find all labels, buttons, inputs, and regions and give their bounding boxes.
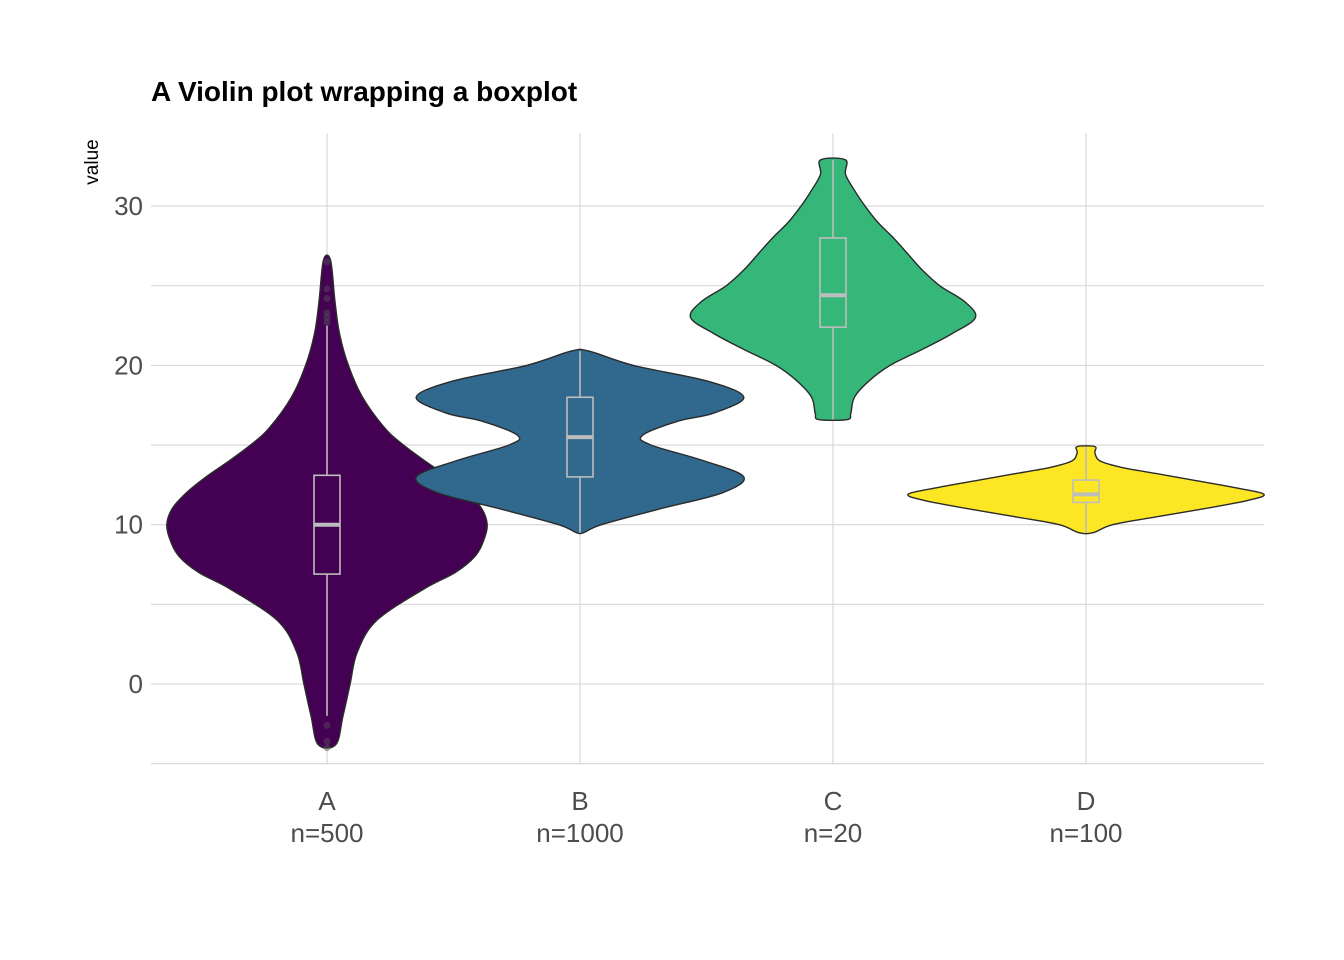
outlier-point bbox=[323, 318, 331, 326]
violin-a bbox=[166, 254, 488, 749]
outlier-point bbox=[323, 294, 331, 302]
chart-title: A Violin plot wrapping a boxplot bbox=[151, 76, 577, 107]
x-tick-labels: An=500 Bn=1000 Cn=20 Dn=100 bbox=[290, 786, 1122, 848]
outlier-point bbox=[323, 744, 331, 752]
y-tick-label: 30 bbox=[114, 191, 143, 221]
y-axis-label: value bbox=[82, 139, 103, 184]
x-tick-label-a: A bbox=[318, 786, 336, 816]
x-count-label-d: n=100 bbox=[1049, 818, 1122, 848]
y-tick-labels: 0 10 20 30 bbox=[114, 191, 143, 699]
x-tick-label-d: D bbox=[1077, 786, 1096, 816]
outlier-point bbox=[323, 721, 331, 729]
y-tick-label: 20 bbox=[114, 350, 143, 380]
x-count-label-c: n=20 bbox=[804, 818, 863, 848]
violin-d bbox=[907, 445, 1265, 535]
boxplots bbox=[313, 159, 1100, 752]
outlier-point bbox=[323, 285, 331, 293]
box-c bbox=[819, 237, 847, 328]
x-count-label-b: n=1000 bbox=[536, 818, 623, 848]
x-tick-label-b: B bbox=[571, 786, 588, 816]
outlier-point bbox=[323, 314, 331, 322]
box-d bbox=[1072, 479, 1100, 504]
outlier-point bbox=[323, 258, 331, 266]
x-tick-label-c: C bbox=[824, 786, 843, 816]
violin-b bbox=[415, 348, 745, 535]
violins bbox=[166, 157, 1265, 749]
y-tick-label: 10 bbox=[114, 510, 143, 540]
outlier-point bbox=[323, 737, 331, 745]
outlier-point bbox=[323, 309, 331, 317]
x-count-label-a: n=500 bbox=[290, 818, 363, 848]
violin-c bbox=[689, 157, 977, 422]
y-tick-label: 0 bbox=[129, 669, 143, 699]
